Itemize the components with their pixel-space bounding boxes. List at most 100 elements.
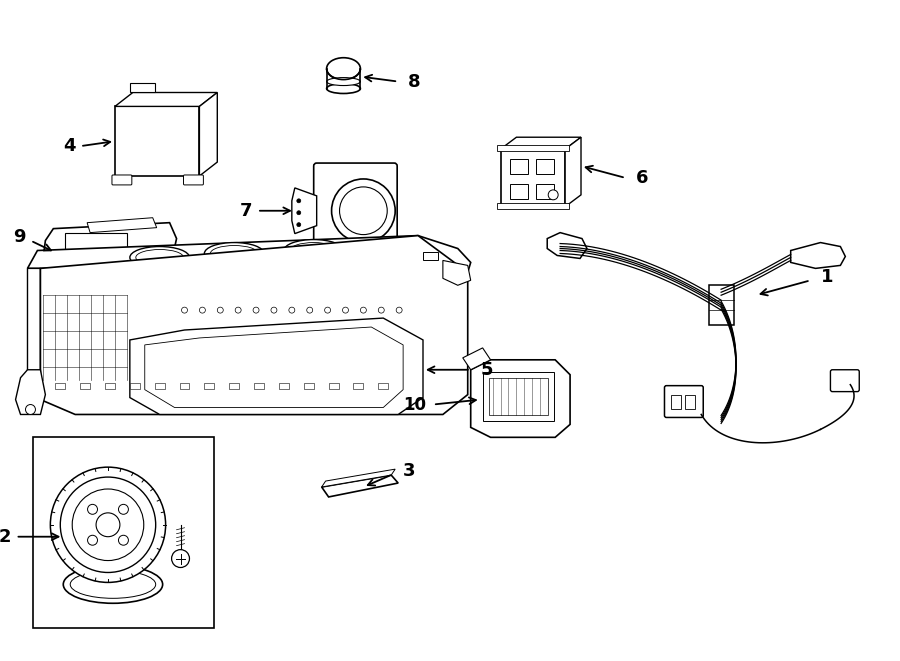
Polygon shape [15, 369, 45, 414]
Polygon shape [28, 235, 471, 272]
Polygon shape [471, 360, 570, 438]
Text: 1: 1 [821, 268, 833, 286]
Polygon shape [40, 235, 468, 414]
Ellipse shape [130, 247, 190, 268]
Circle shape [172, 549, 190, 568]
Bar [230, 383, 239, 389]
Polygon shape [791, 243, 845, 268]
Circle shape [87, 535, 97, 545]
Circle shape [297, 199, 301, 203]
Circle shape [25, 405, 35, 414]
FancyBboxPatch shape [112, 175, 131, 185]
Circle shape [119, 535, 129, 545]
Bar [536, 184, 554, 199]
Text: 3: 3 [403, 462, 416, 480]
Bar [497, 203, 569, 209]
Bar [55, 383, 66, 389]
Ellipse shape [327, 77, 360, 85]
Bar [354, 383, 364, 389]
Circle shape [119, 504, 129, 514]
Bar [500, 149, 565, 207]
Circle shape [72, 489, 144, 561]
Circle shape [396, 307, 402, 313]
Circle shape [217, 307, 223, 313]
Circle shape [307, 307, 312, 313]
FancyBboxPatch shape [831, 369, 860, 391]
Bar [66, 233, 127, 254]
Bar [378, 383, 388, 389]
Polygon shape [28, 268, 40, 395]
Text: 4: 4 [63, 137, 76, 155]
Text: 2: 2 [0, 527, 12, 546]
Circle shape [87, 504, 97, 514]
Polygon shape [200, 93, 217, 176]
Text: 8: 8 [408, 73, 420, 91]
Ellipse shape [204, 243, 264, 264]
Circle shape [289, 307, 295, 313]
Bar [115, 106, 200, 176]
Circle shape [331, 179, 395, 243]
Bar [482, 371, 554, 422]
Circle shape [339, 187, 387, 235]
Text: 6: 6 [635, 169, 648, 187]
Bar [327, 255, 337, 262]
Bar [510, 184, 528, 199]
Circle shape [548, 190, 558, 200]
Ellipse shape [327, 83, 360, 93]
FancyBboxPatch shape [664, 385, 703, 418]
Bar [155, 383, 165, 389]
Polygon shape [145, 327, 403, 408]
Polygon shape [41, 223, 176, 284]
Circle shape [325, 307, 330, 313]
Circle shape [378, 307, 384, 313]
Bar [105, 383, 115, 389]
FancyBboxPatch shape [314, 163, 397, 258]
Circle shape [343, 307, 348, 313]
Bar [80, 383, 90, 389]
Bar [497, 145, 569, 151]
Text: 10: 10 [403, 395, 426, 414]
Text: 7: 7 [239, 202, 252, 219]
Circle shape [297, 223, 301, 227]
Circle shape [50, 467, 166, 582]
Bar [423, 253, 438, 260]
Circle shape [253, 307, 259, 313]
Polygon shape [115, 93, 217, 106]
Polygon shape [547, 233, 587, 258]
Bar [489, 377, 548, 416]
Bar [328, 383, 338, 389]
Circle shape [235, 307, 241, 313]
Polygon shape [292, 188, 317, 233]
Bar [204, 383, 214, 389]
Polygon shape [443, 260, 471, 286]
Polygon shape [321, 469, 395, 487]
Circle shape [182, 307, 187, 313]
Circle shape [200, 307, 205, 313]
Bar [254, 383, 264, 389]
Polygon shape [463, 348, 491, 369]
Ellipse shape [327, 58, 360, 79]
Polygon shape [130, 318, 423, 414]
Polygon shape [321, 475, 398, 497]
Polygon shape [130, 83, 155, 93]
Bar [686, 395, 696, 408]
Ellipse shape [290, 243, 338, 258]
Text: 5: 5 [481, 361, 493, 379]
Bar [33, 438, 214, 628]
Bar [179, 383, 190, 389]
Polygon shape [500, 137, 581, 149]
Ellipse shape [211, 245, 258, 262]
Ellipse shape [63, 566, 163, 603]
Text: 9: 9 [13, 227, 25, 246]
Ellipse shape [284, 239, 344, 262]
Ellipse shape [92, 255, 118, 270]
Bar [379, 255, 389, 262]
Bar [510, 159, 528, 174]
Polygon shape [87, 217, 157, 233]
Circle shape [297, 211, 301, 215]
Ellipse shape [70, 570, 156, 598]
Polygon shape [565, 137, 581, 207]
Circle shape [96, 513, 120, 537]
Circle shape [60, 477, 156, 572]
Bar [304, 383, 314, 389]
